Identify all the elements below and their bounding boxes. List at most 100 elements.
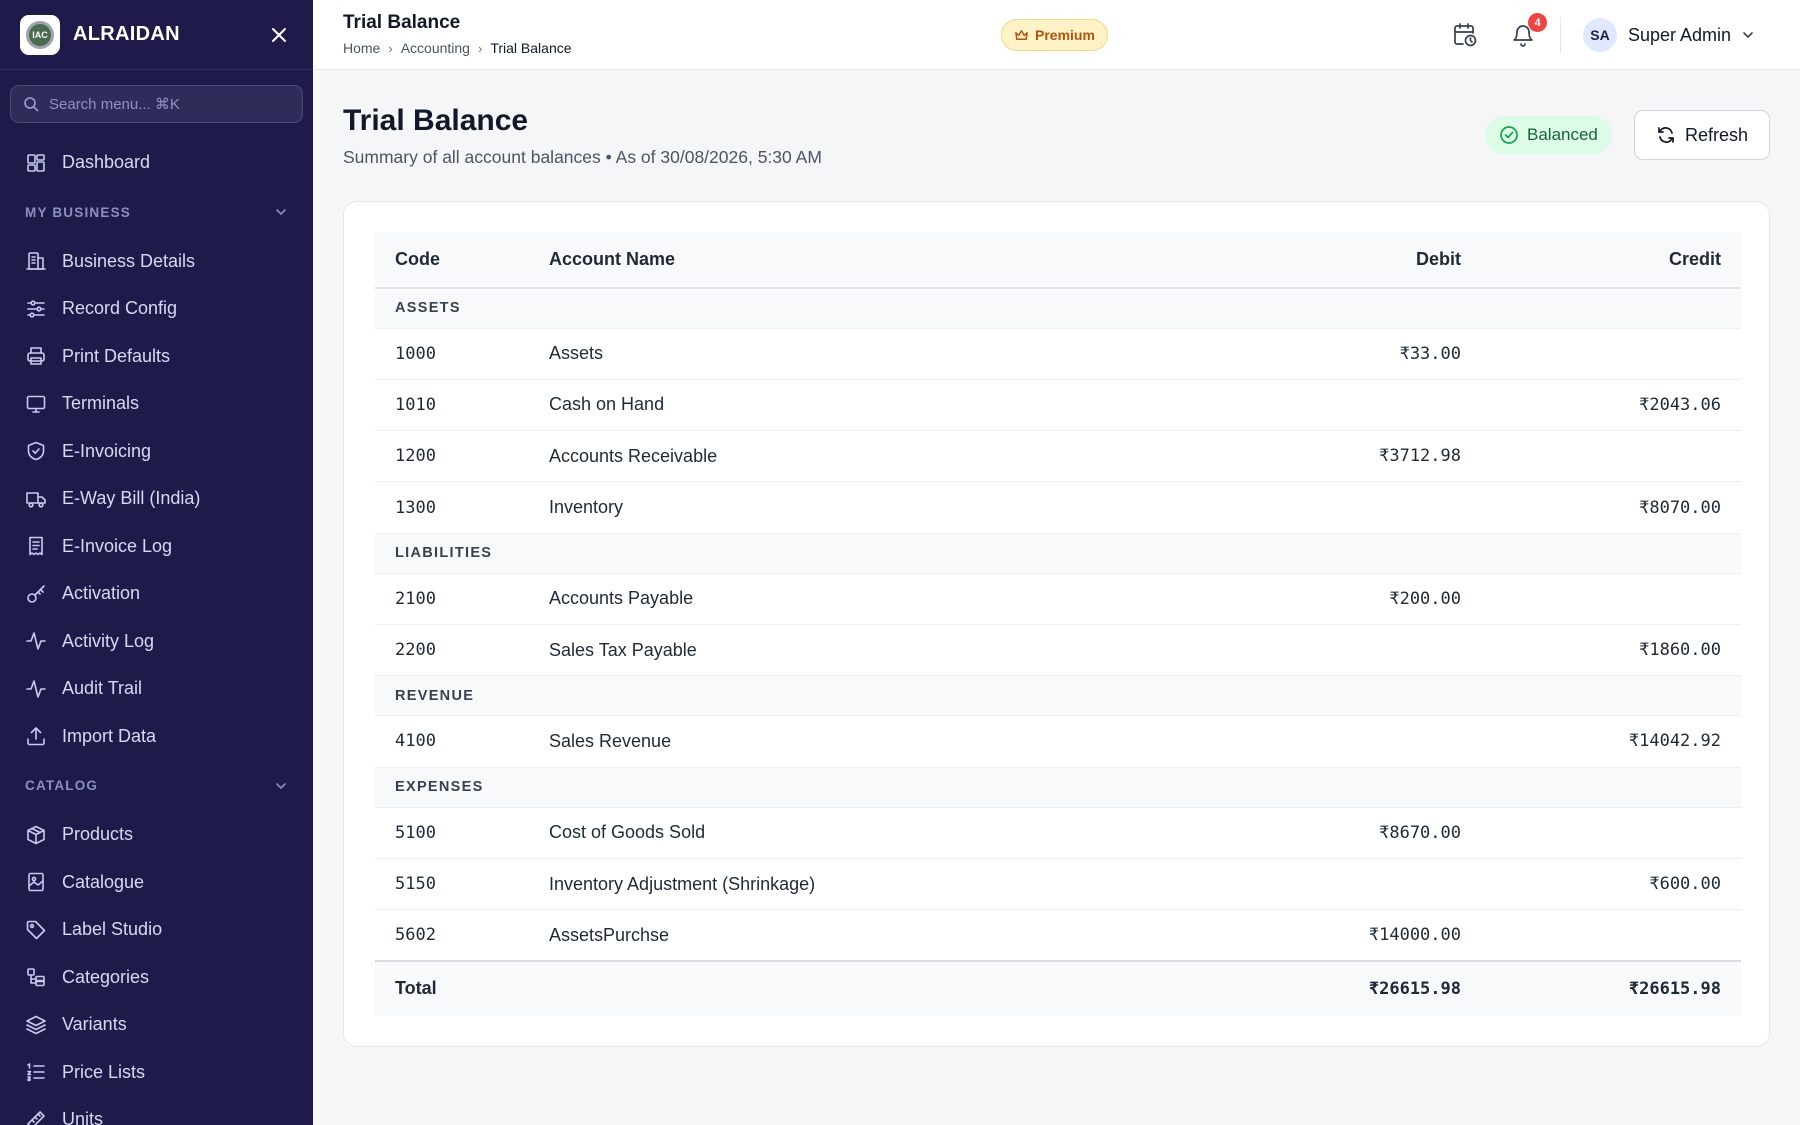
notifications-button[interactable]: 4 [1507, 13, 1547, 51]
account-name: Inventory Adjustment (Shrinkage) [549, 858, 1149, 911]
user-menu[interactable]: SA Super Admin [1583, 17, 1755, 53]
sidebar-item-print-defaults[interactable]: Print Defaults [0, 333, 313, 381]
avatar: SA [1583, 18, 1617, 52]
shield-check-icon [27, 441, 45, 461]
table-row[interactable]: 2100 Accounts Payable ₹200.00 [375, 573, 1741, 625]
account-code: 5150 [375, 858, 549, 911]
sidebar-item-dashboard[interactable]: Dashboard [0, 139, 313, 187]
sidebar-item-e-invoicing[interactable]: E-Invoicing [0, 428, 313, 476]
brand-name: ALRAIDAN [73, 23, 180, 45]
page-title: Trial Balance [343, 104, 529, 137]
calendar-clock-button[interactable] [1449, 19, 1481, 51]
status-badge: Balanced [1485, 116, 1612, 154]
breadcrumb-home[interactable]: Home [343, 40, 381, 56]
menu-search[interactable] [10, 85, 303, 123]
sidebar-item-record-config[interactable]: Record Config [0, 285, 313, 333]
account-group-title: REVENUE [375, 675, 1741, 717]
upload-icon [27, 727, 45, 746]
credit-amount [1461, 573, 1741, 625]
account-group-row: REVENUE [375, 675, 1741, 717]
account-code: 1300 [375, 481, 549, 534]
refresh-icon [1658, 127, 1674, 143]
chevron-right-icon: › [388, 40, 393, 56]
account-code: 2200 [375, 624, 549, 677]
refresh-label: Refresh [1684, 124, 1749, 145]
sidebar-item-activation[interactable]: Activation [0, 570, 313, 618]
sidebar-item-activity-log[interactable]: Activity Log [0, 618, 313, 666]
table-row[interactable]: 5602 AssetsPurchse ₹14000.00 [375, 909, 1741, 962]
receipt-icon [29, 536, 43, 556]
account-code: 4100 [375, 715, 549, 768]
sidebar-item-products[interactable]: Products [0, 811, 313, 859]
menu-search-input[interactable] [49, 95, 269, 113]
sidebar-nav: Dashboard MY BUSINESS Business Details Re… [0, 139, 313, 1125]
table-row[interactable]: 5100 Cost of Goods Sold ₹8670.00 [375, 807, 1741, 859]
account-code: 5100 [375, 807, 549, 859]
sidebar-item-label: Catalogue [62, 871, 145, 892]
sidebar-item-variants[interactable]: Variants [0, 1001, 313, 1049]
sidebar-item-price-lists[interactable]: Price Lists [0, 1049, 313, 1097]
sidebar-item-catalogue[interactable]: Catalogue [0, 859, 313, 907]
search-icon [24, 97, 39, 112]
debit-amount [1149, 481, 1461, 534]
sidebar-item-units[interactable]: Units [0, 1096, 313, 1125]
premium-badge: Premium [1001, 19, 1108, 51]
total-spacer [549, 959, 1149, 1016]
table-row[interactable]: 1200 Accounts Receivable ₹3712.98 [375, 430, 1741, 483]
table-row[interactable]: 1300 Inventory ₹8070.00 [375, 481, 1741, 534]
bell-icon [1513, 25, 1533, 47]
sidebar-item-label: Variants [62, 1014, 127, 1035]
table-row[interactable]: 4100 Sales Revenue ₹14042.92 [375, 715, 1741, 768]
column-header-code[interactable]: Code [375, 232, 549, 289]
chevron-right-icon: › [477, 40, 483, 56]
table-row[interactable]: 1010 Cash on Hand ₹2043.06 [375, 379, 1741, 432]
sidebar-item-label: E-Invoicing [62, 440, 152, 461]
debit-amount: ₹8670.00 [1149, 807, 1461, 859]
table-row[interactable]: 1000 Assets ₹33.00 [375, 328, 1741, 380]
categories-icon [27, 968, 45, 987]
sidebar-item-label-studio[interactable]: Label Studio [0, 906, 313, 954]
nav-section-title: CATALOG [25, 778, 99, 793]
table-row[interactable]: 2200 Sales Tax Payable ₹1860.00 [375, 624, 1741, 677]
list-ordered-icon [27, 1063, 45, 1082]
credit-amount: ₹8070.00 [1461, 481, 1741, 534]
close-sidebar-button[interactable] [265, 21, 293, 49]
sidebar-item-categories[interactable]: Categories [0, 954, 313, 1002]
debit-amount [1149, 624, 1461, 677]
topbar-title: Trial Balance [343, 12, 461, 33]
sidebar-item-business-details[interactable]: Business Details [0, 238, 313, 286]
refresh-button[interactable]: Refresh [1634, 110, 1770, 160]
debit-amount [1149, 858, 1461, 911]
column-header-account-name[interactable]: Account Name [549, 232, 1149, 289]
box-icon [27, 825, 45, 845]
sidebar-item-label: E-Way Bill (India) [62, 488, 201, 509]
account-group-row: EXPENSES [375, 767, 1741, 808]
sidebar-item-import-data[interactable]: Import Data [0, 713, 313, 761]
sidebar-item-e-invoice-log[interactable]: E-Invoice Log [0, 523, 313, 571]
sidebar-item-audit-trail[interactable]: Audit Trail [0, 665, 313, 713]
total-row: Total ₹26615.98 ₹26615.98 [375, 959, 1741, 1016]
sidebar-item-e-way-bill-india[interactable]: E-Way Bill (India) [0, 475, 313, 523]
total-debit: ₹26615.98 [1149, 959, 1461, 1016]
column-header-debit[interactable]: Debit [1149, 232, 1461, 289]
top-bar: Trial Balance Home › Accounting › Trial … [313, 0, 1800, 70]
column-header-credit[interactable]: Credit [1461, 232, 1741, 289]
breadcrumb-current: Trial Balance [490, 40, 572, 56]
logo-emblem: IAC [26, 20, 54, 49]
sidebar-item-label: Import Data [62, 725, 157, 746]
sidebar-item-terminals[interactable]: Terminals [0, 380, 313, 428]
nav-section-catalog[interactable]: CATALOG [0, 760, 313, 811]
sidebar-item-label: Audit Trail [62, 678, 143, 699]
nav-section-my-business[interactable]: MY BUSINESS [0, 187, 313, 238]
notification-count-badge: 4 [1528, 13, 1547, 32]
sidebar-item-label: Activation [62, 583, 141, 604]
premium-label: Premium [1035, 27, 1095, 43]
table-row[interactable]: 5150 Inventory Adjustment (Shrinkage) ₹600… [375, 858, 1741, 911]
sidebar-item-label: Products [62, 824, 134, 845]
nav-section-title: MY BUSINESS [25, 204, 131, 220]
sliders-icon [27, 300, 45, 318]
breadcrumb-accounting[interactable]: Accounting [400, 40, 470, 56]
calendar-clock-icon [1454, 23, 1477, 47]
image-book-icon [28, 872, 44, 892]
layers-icon [26, 1015, 46, 1035]
